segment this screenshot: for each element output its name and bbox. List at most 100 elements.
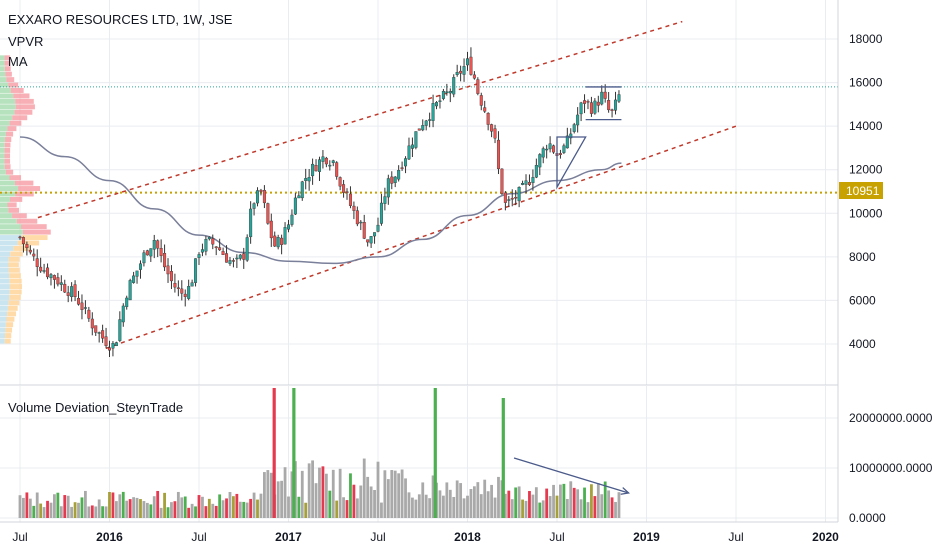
volume-bar [393, 470, 397, 518]
symbol-title[interactable]: EXXARO RESOURCES LTD, 1W, JSE [8, 12, 233, 27]
volume-bar [431, 475, 435, 518]
candle-body [379, 202, 383, 224]
candle-body [417, 128, 421, 131]
volume-bar [139, 499, 142, 518]
vpvr-bar-up [0, 104, 16, 110]
candle-body [562, 145, 566, 153]
candle-body [538, 154, 542, 168]
time-tick-label: Jul [370, 530, 385, 544]
price-axis[interactable]: 4000 6000 8000 10000 12000 14000 16000 18000 [849, 32, 883, 351]
vpvr-bar-down [12, 213, 27, 219]
volume-bar [503, 493, 507, 518]
candle-body [576, 114, 580, 126]
candle-body [80, 302, 84, 310]
vpvr-bar-down [5, 131, 14, 137]
volume-bar [373, 489, 376, 518]
volume-bar [359, 485, 363, 518]
vpvr-bar-down [12, 115, 28, 121]
candle-body [438, 100, 442, 102]
vpvr-bar-up [0, 289, 10, 295]
vpvr-bar-up [0, 126, 8, 132]
candle-body [614, 99, 618, 111]
indicator-ma-label[interactable]: MA [8, 54, 28, 69]
volume-bar [617, 492, 621, 518]
volume-bar [108, 492, 111, 518]
candle-body [514, 196, 518, 199]
time-tick-label: 2018 [454, 530, 481, 544]
candle-body [52, 275, 56, 280]
vpvr-bar-down [13, 93, 30, 99]
volume-tick-label: 10000000.0000 [849, 461, 932, 475]
volume-bar [66, 495, 70, 518]
volume-bar [190, 503, 194, 518]
volume-bar [77, 502, 80, 518]
candle-body [517, 187, 521, 202]
vpvr-bar-up [0, 284, 10, 290]
candle-body [311, 163, 315, 177]
volume-bar [290, 471, 294, 518]
candle-body [211, 238, 215, 245]
volume-bar [207, 498, 211, 518]
candle-body [483, 107, 487, 112]
candle-body [169, 271, 173, 282]
volume-bar [369, 486, 373, 518]
volume-bar [204, 506, 208, 518]
vpvr-bar-down [8, 207, 19, 213]
vpvr-bar-up [0, 115, 13, 121]
volume-bar [28, 498, 32, 518]
volume-bar [404, 478, 407, 518]
candle-body [493, 128, 497, 139]
candle-body [180, 288, 184, 294]
candle-body [107, 347, 111, 351]
volume-trend-arrow [513, 457, 631, 495]
candle-body [163, 253, 167, 268]
candle-body [73, 284, 77, 297]
candle-body [166, 265, 170, 275]
volume-bar [593, 496, 597, 518]
vpvr-bar-up [0, 311, 8, 317]
candle-body [445, 91, 449, 93]
volume-bar [135, 497, 139, 518]
candle-body [101, 330, 105, 339]
volume-bar [128, 499, 132, 518]
volume-tick-label: 0.0000 [849, 511, 886, 525]
patterns [556, 86, 622, 190]
volume-axis[interactable]: 0.0000 10000000.0000 20000000.0000 [849, 411, 932, 525]
vpvr-bar-up [0, 169, 6, 175]
indicator-vpvr-label[interactable]: VPVR [8, 34, 43, 49]
candle-body [111, 343, 115, 349]
volume-bar [238, 501, 242, 518]
volume-bar [614, 501, 617, 518]
candle-body [104, 336, 108, 346]
candle-body [452, 77, 456, 95]
candle-body [414, 131, 418, 148]
candle-body [376, 224, 380, 232]
candle-body [283, 227, 287, 245]
vpvr-bar-up [0, 273, 10, 279]
volume-bar [266, 470, 270, 518]
candle-body [132, 275, 136, 283]
vpvr-bar-up [0, 55, 5, 61]
candle-body [142, 252, 146, 264]
candle-body [397, 170, 401, 180]
candle-body [290, 214, 294, 225]
vpvr-bar-down [5, 71, 12, 77]
last-price-tag: 10951 [839, 182, 883, 199]
volume-bar [87, 506, 91, 518]
volume-panel-title[interactable]: Volume Deviation_SteynTrade [8, 400, 183, 415]
candle-body [266, 203, 270, 224]
volume-bar [314, 483, 318, 518]
vpvr-bar-down [22, 229, 51, 235]
vpvr-bar-down [8, 267, 20, 273]
time-axis[interactable]: Jul 2016 Jul 2017 Jul 2018 Jul 2019 Jul 2020 [12, 530, 839, 544]
volume-bar [428, 498, 432, 518]
candle-body [455, 72, 459, 75]
vpvr-bar-up [0, 327, 6, 333]
candle-body [565, 135, 569, 149]
candle-body [541, 148, 545, 158]
candle-body [335, 162, 339, 177]
volume-bar [324, 473, 328, 518]
volume-bar [300, 470, 304, 518]
vpvr-bar-up [0, 256, 9, 262]
volume-bar [552, 484, 555, 518]
